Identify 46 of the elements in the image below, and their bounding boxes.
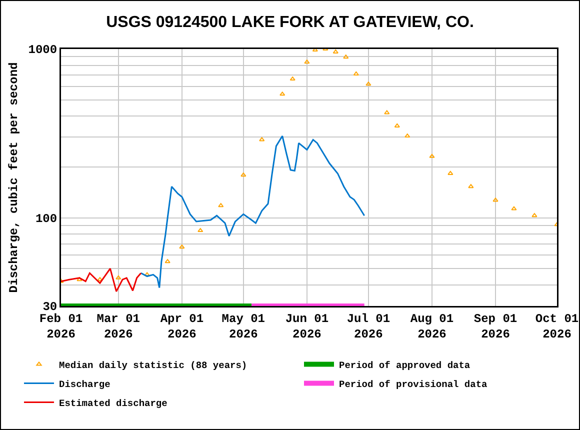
point — [76, 277, 82, 282]
point — [429, 154, 435, 158]
line-series — [140, 135, 366, 288]
x-tick-label: Jun 01 2026 — [285, 312, 329, 342]
y-tick-label: 1000 — [28, 43, 58, 58]
chart-title: USGS 09124500 LAKE FORK AT GATEVIEW, CO. — [106, 14, 474, 32]
point — [97, 277, 103, 282]
legend-label: Median daily statistic (88 years) — [59, 360, 248, 371]
point — [164, 259, 170, 264]
point — [448, 170, 454, 175]
x-tick-label: Aug 01 2026 — [410, 312, 454, 342]
legend-label: Period of provisional data — [339, 378, 488, 390]
point — [404, 134, 410, 138]
point — [468, 184, 474, 188]
point — [384, 110, 390, 114]
y-tick-label: 30 — [42, 300, 58, 314]
legend-label: Estimated discharge — [59, 398, 168, 409]
point — [240, 172, 246, 177]
line-series — [61, 268, 142, 292]
point — [198, 228, 204, 232]
point — [332, 49, 338, 54]
x-tick-label: Feb 01 2026 — [39, 312, 83, 342]
point — [492, 198, 498, 202]
point — [343, 54, 349, 59]
x-tick-label: Sep 01 2026 — [474, 312, 518, 342]
x-tick-label: Oct 01 2026 — [535, 312, 579, 342]
x-tick-label: Jul 01 2026 — [346, 312, 390, 342]
legend-label: Period of approved data — [339, 360, 470, 371]
point — [218, 203, 224, 208]
x-tick-label: May 01 2026 — [222, 312, 266, 342]
point — [394, 123, 400, 128]
point — [366, 82, 372, 86]
point — [116, 275, 122, 280]
point — [304, 60, 310, 64]
point — [144, 272, 150, 276]
point — [511, 206, 517, 210]
y-tick-label: 100 — [35, 212, 58, 226]
x-tick-label: Mar 01 2026 — [96, 312, 140, 342]
x-tick-label: Apr 01 2026 — [160, 312, 204, 342]
point — [532, 213, 538, 218]
y-axis-title: Discharge, cubic feet per second — [6, 62, 21, 293]
point — [290, 76, 296, 81]
point — [259, 137, 265, 142]
point — [280, 92, 286, 96]
point — [179, 244, 185, 249]
legend-label: Discharge — [59, 378, 111, 390]
